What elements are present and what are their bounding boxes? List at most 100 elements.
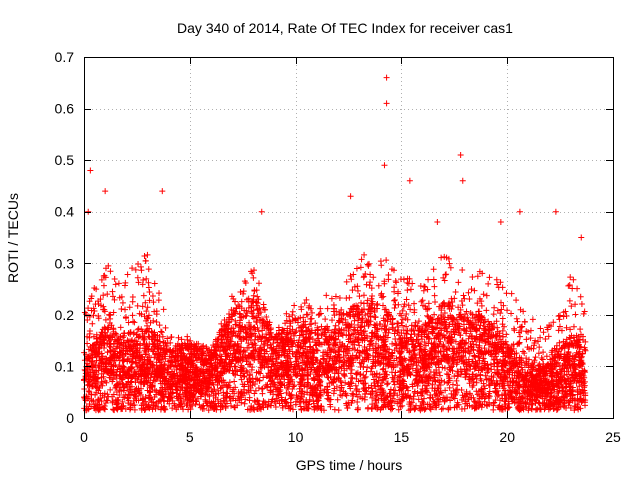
data-point xyxy=(404,287,411,294)
data-point xyxy=(261,399,268,406)
data-point xyxy=(565,282,572,289)
data-point xyxy=(330,390,337,397)
data-point xyxy=(336,295,343,302)
data-point xyxy=(84,340,91,347)
data-point xyxy=(119,299,126,306)
data-point xyxy=(556,339,563,346)
data-point xyxy=(361,374,368,381)
data-point xyxy=(469,273,476,280)
data-point xyxy=(480,291,487,298)
data-point xyxy=(324,383,331,390)
data-point xyxy=(196,401,203,408)
data-point xyxy=(439,364,446,371)
data-point xyxy=(260,301,267,308)
data-point xyxy=(111,275,118,282)
data-point xyxy=(246,319,253,326)
data-point xyxy=(407,286,414,293)
data-point xyxy=(485,318,492,325)
data-point xyxy=(498,299,505,306)
data-point xyxy=(316,311,323,318)
data-point xyxy=(106,312,113,319)
data-point xyxy=(400,303,407,310)
data-point xyxy=(297,403,304,410)
data-point xyxy=(483,307,490,314)
data-point xyxy=(542,336,549,343)
data-point xyxy=(241,400,248,407)
data-point xyxy=(482,372,489,379)
data-point xyxy=(86,327,93,334)
data-point xyxy=(438,406,445,413)
data-point xyxy=(465,335,472,342)
data-point xyxy=(283,310,290,317)
data-point xyxy=(169,405,176,412)
data-point xyxy=(335,407,342,414)
data-point xyxy=(487,361,494,368)
data-point xyxy=(342,379,349,386)
data-point xyxy=(364,364,371,371)
data-point xyxy=(431,292,438,299)
data-point xyxy=(100,282,107,289)
data-point xyxy=(254,293,261,300)
data-point xyxy=(400,327,407,334)
data-point xyxy=(501,323,508,330)
data-point xyxy=(351,346,358,353)
data-point xyxy=(146,288,153,295)
data-point xyxy=(289,350,296,357)
data-point xyxy=(431,283,438,290)
data-point xyxy=(365,262,372,269)
data-point xyxy=(455,279,462,286)
data-point xyxy=(385,272,392,279)
data-point xyxy=(183,402,190,409)
data-point xyxy=(122,306,129,313)
data-point xyxy=(160,306,167,313)
data-point xyxy=(144,251,151,258)
data-point xyxy=(129,294,136,301)
data-point xyxy=(441,365,448,372)
data-point xyxy=(367,271,374,278)
data-point xyxy=(582,347,589,354)
data-point xyxy=(537,325,544,332)
data-point xyxy=(146,334,153,341)
data-point xyxy=(149,292,156,299)
data-point xyxy=(468,286,475,293)
data-point xyxy=(289,311,296,318)
data-point xyxy=(545,333,552,340)
data-point xyxy=(117,324,124,331)
data-point xyxy=(577,293,584,300)
data-point xyxy=(519,348,526,355)
data-point xyxy=(102,316,109,323)
data-point xyxy=(151,354,158,361)
chart-title: Day 340 of 2014, Rate Of TEC Index for r… xyxy=(177,20,513,36)
data-point xyxy=(129,265,136,272)
data-point xyxy=(360,292,367,299)
data-point xyxy=(354,287,361,294)
data-point xyxy=(356,359,363,366)
data-point xyxy=(369,293,376,300)
data-point xyxy=(379,377,386,384)
data-point xyxy=(513,297,520,304)
data-point xyxy=(471,353,478,360)
data-point xyxy=(391,305,398,312)
data-point xyxy=(264,342,271,349)
data-point xyxy=(250,267,257,274)
data-point xyxy=(139,303,146,310)
data-point xyxy=(340,353,347,360)
data-point xyxy=(563,313,570,320)
data-point xyxy=(107,268,114,275)
data-point xyxy=(447,264,454,271)
data-point xyxy=(354,406,361,413)
data-point xyxy=(446,260,453,267)
data-point xyxy=(331,406,338,413)
data-point xyxy=(309,309,316,316)
data-point xyxy=(291,382,298,389)
data-point xyxy=(514,318,521,325)
data-point xyxy=(548,323,555,330)
data-point xyxy=(538,354,545,361)
data-point xyxy=(465,289,472,296)
data-point xyxy=(178,336,185,343)
data-point xyxy=(499,284,506,291)
data-point xyxy=(112,281,119,288)
data-point xyxy=(308,320,315,327)
data-point xyxy=(511,327,518,334)
